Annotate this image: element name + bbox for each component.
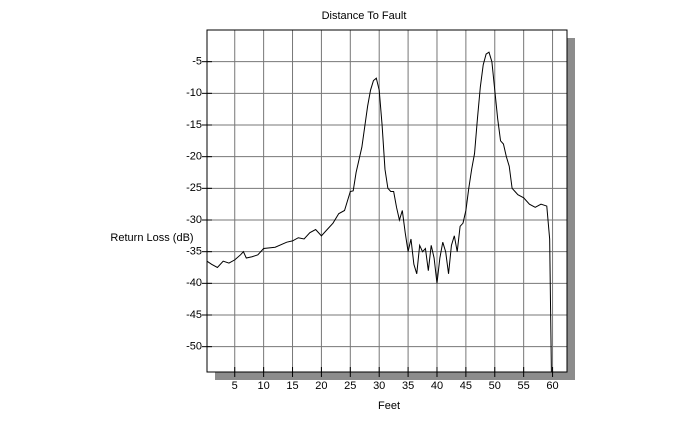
y-tick-label: -45	[186, 309, 202, 321]
y-tick-label: -25	[186, 182, 202, 194]
plot-area	[207, 30, 567, 372]
x-axis-label: Feet	[378, 400, 400, 412]
x-tick-label: 40	[431, 380, 443, 392]
x-tick-label: 5	[232, 380, 238, 392]
plot-border	[206, 29, 568, 373]
y-tick-label: -20	[186, 151, 202, 163]
x-tick-label: 30	[373, 380, 385, 392]
x-tick-label: 35	[402, 380, 414, 392]
x-tick-label: 60	[546, 380, 558, 392]
y-tick-label: -30	[186, 214, 202, 226]
y-tick-label: -40	[186, 277, 202, 289]
y-tick-label: -50	[186, 341, 202, 353]
y-tick-label: -5	[192, 56, 202, 68]
y-tick-label: -10	[186, 87, 202, 99]
x-tick-label: 20	[315, 380, 327, 392]
x-tick-label: 55	[518, 380, 530, 392]
x-tick-label: 25	[344, 380, 356, 392]
chart-title: Distance To Fault	[322, 10, 407, 22]
y-axis-label: Return Loss (dB)	[110, 232, 193, 244]
x-tick-label: 45	[460, 380, 472, 392]
x-tick-label: 10	[258, 380, 270, 392]
y-tick-label: -15	[186, 119, 202, 131]
x-tick-label: 15	[286, 380, 298, 392]
data-line	[206, 51, 552, 373]
y-tick-label: -35	[186, 246, 202, 258]
x-tick-label: 50	[489, 380, 501, 392]
